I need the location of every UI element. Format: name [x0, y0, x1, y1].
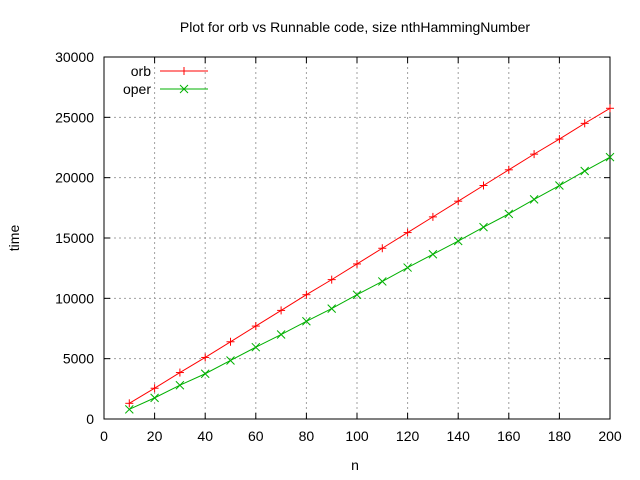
y-tick-label: 30000 — [55, 49, 94, 65]
legend-label: oper — [123, 81, 151, 97]
data-point-orb — [226, 337, 235, 346]
x-tick-label: 40 — [197, 428, 213, 444]
data-point-oper — [327, 304, 337, 313]
data-point-oper — [555, 181, 564, 190]
data-point-oper — [403, 263, 412, 272]
data-point-oper — [605, 152, 615, 162]
data-point-orb — [150, 384, 159, 393]
series-orb — [125, 104, 614, 408]
data-point-oper — [504, 209, 514, 219]
x-tick-label: 200 — [598, 428, 622, 444]
y-tick-label: 5000 — [63, 351, 94, 367]
legend-item-oper: oper — [123, 81, 208, 97]
data-point-orb — [403, 228, 412, 237]
x-tick-label: 160 — [497, 428, 521, 444]
data-point-orb — [378, 244, 387, 253]
data-point-orb — [327, 275, 336, 284]
data-point-oper — [580, 166, 590, 176]
series-line-oper — [129, 156, 611, 410]
x-tick-label: 120 — [396, 428, 420, 444]
data-point-orb — [530, 150, 539, 159]
data-point-oper — [377, 277, 387, 286]
y-tick-label: 15000 — [55, 230, 94, 246]
data-point-oper — [302, 316, 311, 326]
data-point-oper — [150, 393, 159, 403]
y-tick-label: 25000 — [55, 109, 94, 125]
data-point-orb — [606, 104, 614, 113]
y-tick-label: 0 — [86, 411, 94, 427]
x-axis-label: n — [351, 457, 359, 473]
data-point-orb — [277, 306, 286, 315]
data-point-orb — [555, 135, 564, 144]
y-axis-label: time — [6, 225, 22, 252]
legend-marker — [180, 67, 188, 75]
data-point-orb — [479, 181, 488, 190]
chart-title: Plot for orb vs Runnable code, size nthH… — [180, 19, 531, 35]
data-point-oper — [251, 342, 261, 352]
data-point-orb — [428, 212, 437, 221]
legend-marker — [179, 84, 189, 94]
series-line-orb — [129, 107, 611, 404]
x-tick-label: 20 — [147, 428, 163, 444]
grid — [104, 57, 610, 419]
data-point-oper — [479, 222, 488, 232]
data-point-oper — [124, 404, 134, 414]
data-point-oper — [226, 356, 235, 365]
data-point-orb — [580, 119, 589, 128]
data-point-orb — [201, 353, 210, 362]
data-point-orb — [353, 259, 361, 268]
data-point-orb — [251, 322, 260, 331]
data-point-oper — [428, 249, 438, 259]
x-tick-label: 80 — [299, 428, 315, 444]
series — [124, 104, 615, 414]
data-point-orb — [175, 368, 184, 377]
series-oper — [124, 152, 615, 414]
data-point-oper — [175, 380, 185, 390]
y-tick-label: 10000 — [55, 290, 94, 306]
ticks: 0 20 40 60 80 100 120 140 160 180 200 0 5000 10000 150… — [55, 49, 622, 444]
legend-item-orb: orb — [131, 63, 208, 79]
x-tick-label: 100 — [345, 428, 369, 444]
data-point-oper — [276, 330, 286, 339]
data-point-orb — [504, 165, 513, 174]
x-tick-label: 0 — [100, 428, 108, 444]
data-point-oper — [352, 290, 362, 300]
x-tick-label: 140 — [447, 428, 471, 444]
legend: orb oper — [123, 63, 208, 97]
x-tick-label: 180 — [548, 428, 572, 444]
y-tick-label: 20000 — [55, 170, 94, 186]
data-point-oper — [200, 369, 210, 379]
data-point-oper — [529, 195, 539, 204]
data-point-orb — [125, 399, 134, 408]
data-point-orb — [302, 290, 311, 299]
data-point-orb — [454, 197, 463, 206]
data-point-oper — [453, 236, 463, 246]
x-tick-label: 60 — [248, 428, 264, 444]
legend-label: orb — [131, 63, 151, 79]
